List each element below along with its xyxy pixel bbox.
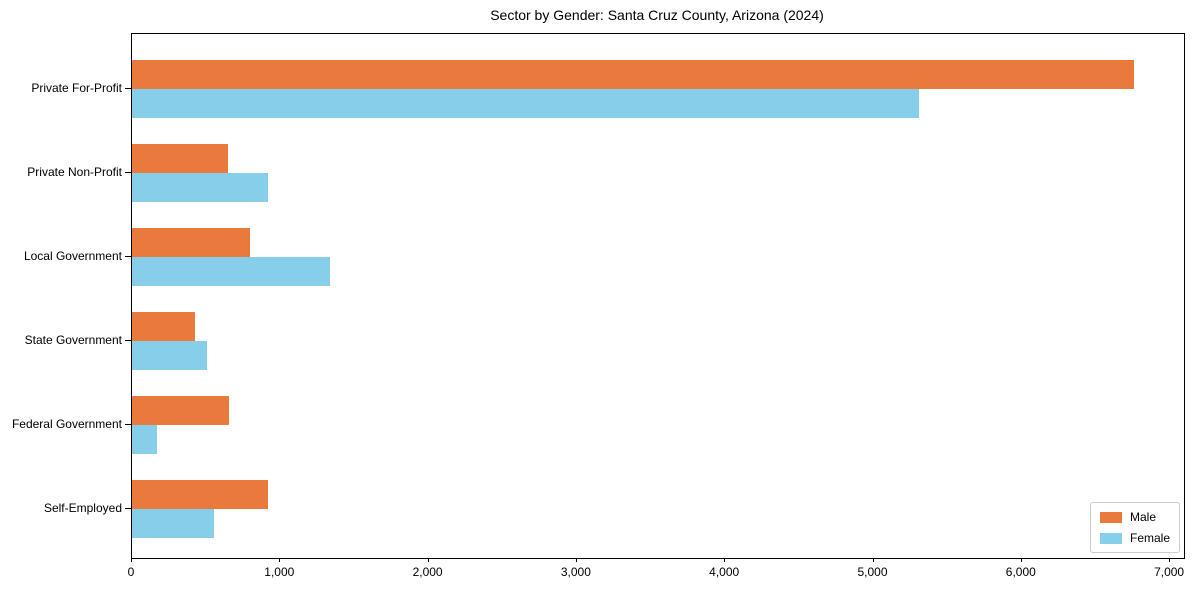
- x-tick-label-6000: 6,000: [1005, 565, 1036, 579]
- x-tick-label-2000: 2,000: [412, 565, 443, 579]
- y-tick-mark-federal-government: [125, 424, 131, 425]
- y-tick-label-federal-government: Federal Government: [11, 417, 122, 431]
- bar-female-federal-government: [132, 425, 157, 454]
- legend-swatch-male: [1099, 511, 1122, 523]
- x-tick-label-0: 0: [127, 565, 135, 579]
- y-tick-label-local-government: Local Government: [23, 249, 122, 263]
- chart-title: Sector by Gender: Santa Cruz County, Ari…: [490, 7, 824, 23]
- bar-female-private-non-profit: [132, 173, 269, 202]
- x-tick-mark-7000: [1169, 558, 1171, 562]
- x-tick-label-3000: 3,000: [560, 565, 591, 579]
- y-tick-label-private-for-profit: Private For-Profit: [31, 81, 122, 95]
- legend-label-female: Female: [1129, 531, 1170, 545]
- bar-female-private-for-profit: [132, 89, 920, 118]
- bar-female-state-government: [132, 341, 207, 370]
- x-tick-label-7000: 7,000: [1154, 565, 1185, 579]
- y-tick-label-private-non-profit: Private Non-Profit: [27, 165, 122, 179]
- x-tick-mark-0: [131, 558, 132, 562]
- y-tick-mark-self-employed: [125, 508, 131, 509]
- x-tick-label-1000: 1,000: [264, 565, 295, 579]
- legend-entry-female: Female: [1099, 531, 1170, 545]
- bar-female-local-government: [132, 257, 330, 286]
- y-tick-mark-state-government: [125, 340, 131, 341]
- legend-entry-male: Male: [1099, 510, 1170, 524]
- bar-female-self-employed: [132, 509, 214, 538]
- legend: Male Female: [1089, 502, 1180, 553]
- x-tick-label-5000: 5,000: [857, 565, 888, 579]
- bar-male-private-non-profit: [132, 144, 229, 173]
- x-tick-mark-1000: [279, 558, 281, 562]
- x-tick-mark-3000: [575, 558, 577, 562]
- plot-area: Male Female: [131, 33, 1185, 559]
- legend-label-male: Male: [1129, 510, 1156, 524]
- bar-male-state-government: [132, 312, 195, 341]
- x-tick-mark-2000: [427, 558, 429, 562]
- x-tick-mark-5000: [872, 558, 874, 562]
- x-tick-mark-6000: [1020, 558, 1022, 562]
- y-tick-mark-private-non-profit: [125, 172, 131, 173]
- y-tick-mark-local-government: [125, 256, 131, 257]
- x-tick-label-4000: 4,000: [709, 565, 740, 579]
- bar-male-self-employed: [132, 480, 269, 509]
- legend-swatch-female: [1099, 532, 1122, 544]
- x-tick-mark-4000: [724, 558, 726, 562]
- bar-male-federal-government: [132, 396, 230, 425]
- y-tick-label-state-government: State Government: [24, 333, 122, 347]
- y-tick-label-self-employed: Self-Employed: [43, 501, 122, 515]
- bar-male-local-government: [132, 228, 250, 257]
- y-tick-mark-private-for-profit: [125, 88, 131, 89]
- bar-male-private-for-profit: [132, 60, 1134, 89]
